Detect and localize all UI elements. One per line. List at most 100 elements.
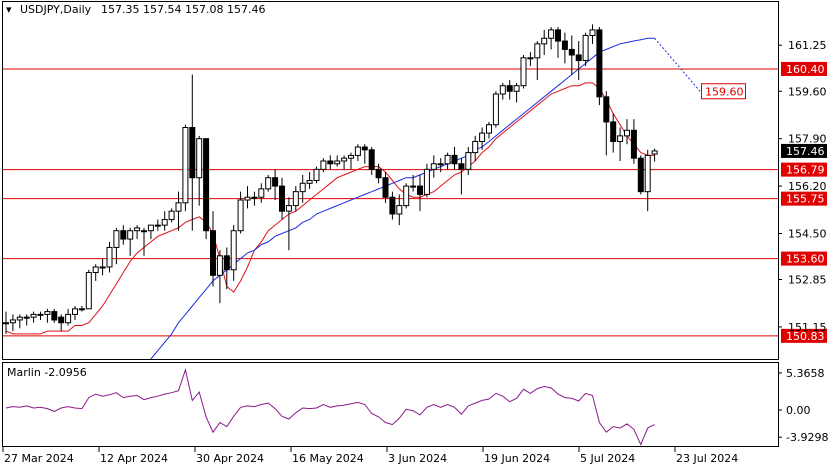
candle[interactable] — [223, 247, 230, 290]
candle[interactable] — [237, 191, 244, 234]
candle[interactable] — [327, 155, 334, 170]
candle[interactable] — [216, 250, 223, 304]
candle[interactable] — [141, 227, 147, 256]
candle[interactable] — [513, 82, 520, 103]
candle[interactable] — [486, 121, 492, 139]
candle[interactable] — [251, 191, 258, 206]
candle[interactable] — [410, 174, 417, 192]
candle[interactable] — [272, 169, 279, 201]
candle[interactable] — [479, 127, 486, 150]
candle[interactable] — [99, 258, 106, 276]
candle-body — [361, 146, 368, 151]
candle[interactable] — [527, 52, 534, 67]
candle[interactable] — [506, 80, 513, 100]
candle[interactable] — [548, 27, 555, 50]
candle[interactable] — [444, 152, 451, 170]
candle[interactable] — [58, 314, 65, 332]
candle[interactable] — [644, 149, 651, 212]
candle[interactable] — [610, 113, 617, 153]
candle[interactable] — [161, 211, 168, 231]
candle[interactable] — [92, 264, 99, 281]
candle[interactable] — [575, 41, 582, 81]
candle[interactable] — [147, 224, 154, 240]
candle[interactable] — [348, 152, 354, 170]
candle[interactable] — [72, 306, 78, 320]
candle[interactable] — [541, 29, 548, 55]
candle[interactable] — [389, 191, 396, 220]
candle[interactable] — [106, 241, 113, 273]
candle[interactable] — [320, 158, 327, 173]
candle[interactable] — [30, 311, 37, 323]
candle[interactable] — [196, 135, 203, 206]
candle[interactable] — [279, 177, 285, 220]
candle[interactable] — [568, 35, 575, 75]
candle[interactable] — [472, 135, 479, 161]
candle[interactable] — [637, 155, 644, 195]
candle[interactable] — [51, 308, 58, 323]
candle[interactable] — [306, 172, 313, 189]
candle[interactable] — [85, 269, 92, 310]
candle[interactable] — [520, 54, 527, 89]
price-panel[interactable] — [2, 1, 779, 360]
candle[interactable] — [430, 155, 437, 178]
candle[interactable] — [154, 219, 161, 231]
candle[interactable] — [458, 158, 465, 195]
candle[interactable] — [3, 311, 9, 334]
candle[interactable] — [423, 163, 430, 198]
candle[interactable] — [44, 308, 51, 323]
candle[interactable] — [417, 174, 423, 212]
candle[interactable] — [175, 191, 182, 231]
candle[interactable] — [437, 158, 444, 173]
candle[interactable] — [368, 147, 375, 175]
candle[interactable] — [403, 183, 410, 209]
candle[interactable] — [492, 91, 499, 128]
candle[interactable] — [396, 194, 403, 226]
candle[interactable] — [285, 197, 292, 251]
candle[interactable] — [465, 147, 472, 175]
candle[interactable] — [596, 27, 603, 106]
candle[interactable] — [375, 163, 382, 184]
candle[interactable] — [78, 306, 85, 312]
candle[interactable] — [499, 82, 506, 100]
candle[interactable] — [361, 144, 368, 164]
candle[interactable] — [37, 311, 44, 320]
candle[interactable] — [210, 211, 216, 287]
candle[interactable] — [168, 208, 175, 223]
candle[interactable] — [589, 24, 596, 44]
candle[interactable] — [603, 91, 610, 156]
candle[interactable] — [265, 174, 272, 192]
candle[interactable] — [203, 138, 210, 240]
candle[interactable] — [23, 314, 30, 326]
candle[interactable] — [624, 119, 630, 145]
candle[interactable] — [334, 155, 341, 167]
candle[interactable] — [341, 155, 348, 170]
candle[interactable] — [354, 144, 361, 161]
candle[interactable] — [561, 32, 568, 64]
candle[interactable] — [65, 308, 72, 326]
candle[interactable] — [16, 314, 23, 329]
candle[interactable] — [382, 172, 389, 203]
candle[interactable] — [292, 186, 299, 212]
candle[interactable] — [182, 124, 189, 212]
candle[interactable] — [230, 225, 237, 281]
candle[interactable] — [127, 227, 134, 256]
candle[interactable] — [299, 174, 306, 203]
candle[interactable] — [258, 183, 265, 203]
candle[interactable] — [451, 147, 458, 170]
candle[interactable] — [9, 314, 16, 332]
candle[interactable] — [313, 166, 320, 184]
candle-body — [596, 29, 603, 98]
oscillator-panel[interactable] — [2, 362, 779, 447]
candle[interactable] — [113, 227, 120, 265]
candle[interactable] — [534, 41, 541, 81]
candle[interactable] — [555, 27, 561, 58]
candle[interactable] — [582, 32, 589, 67]
candle[interactable] — [617, 127, 624, 161]
candle[interactable] — [189, 74, 196, 231]
candle[interactable] — [120, 225, 127, 245]
candle[interactable] — [244, 186, 251, 209]
candle[interactable] — [134, 225, 141, 240]
candle[interactable] — [651, 148, 658, 162]
candle[interactable] — [630, 119, 637, 164]
